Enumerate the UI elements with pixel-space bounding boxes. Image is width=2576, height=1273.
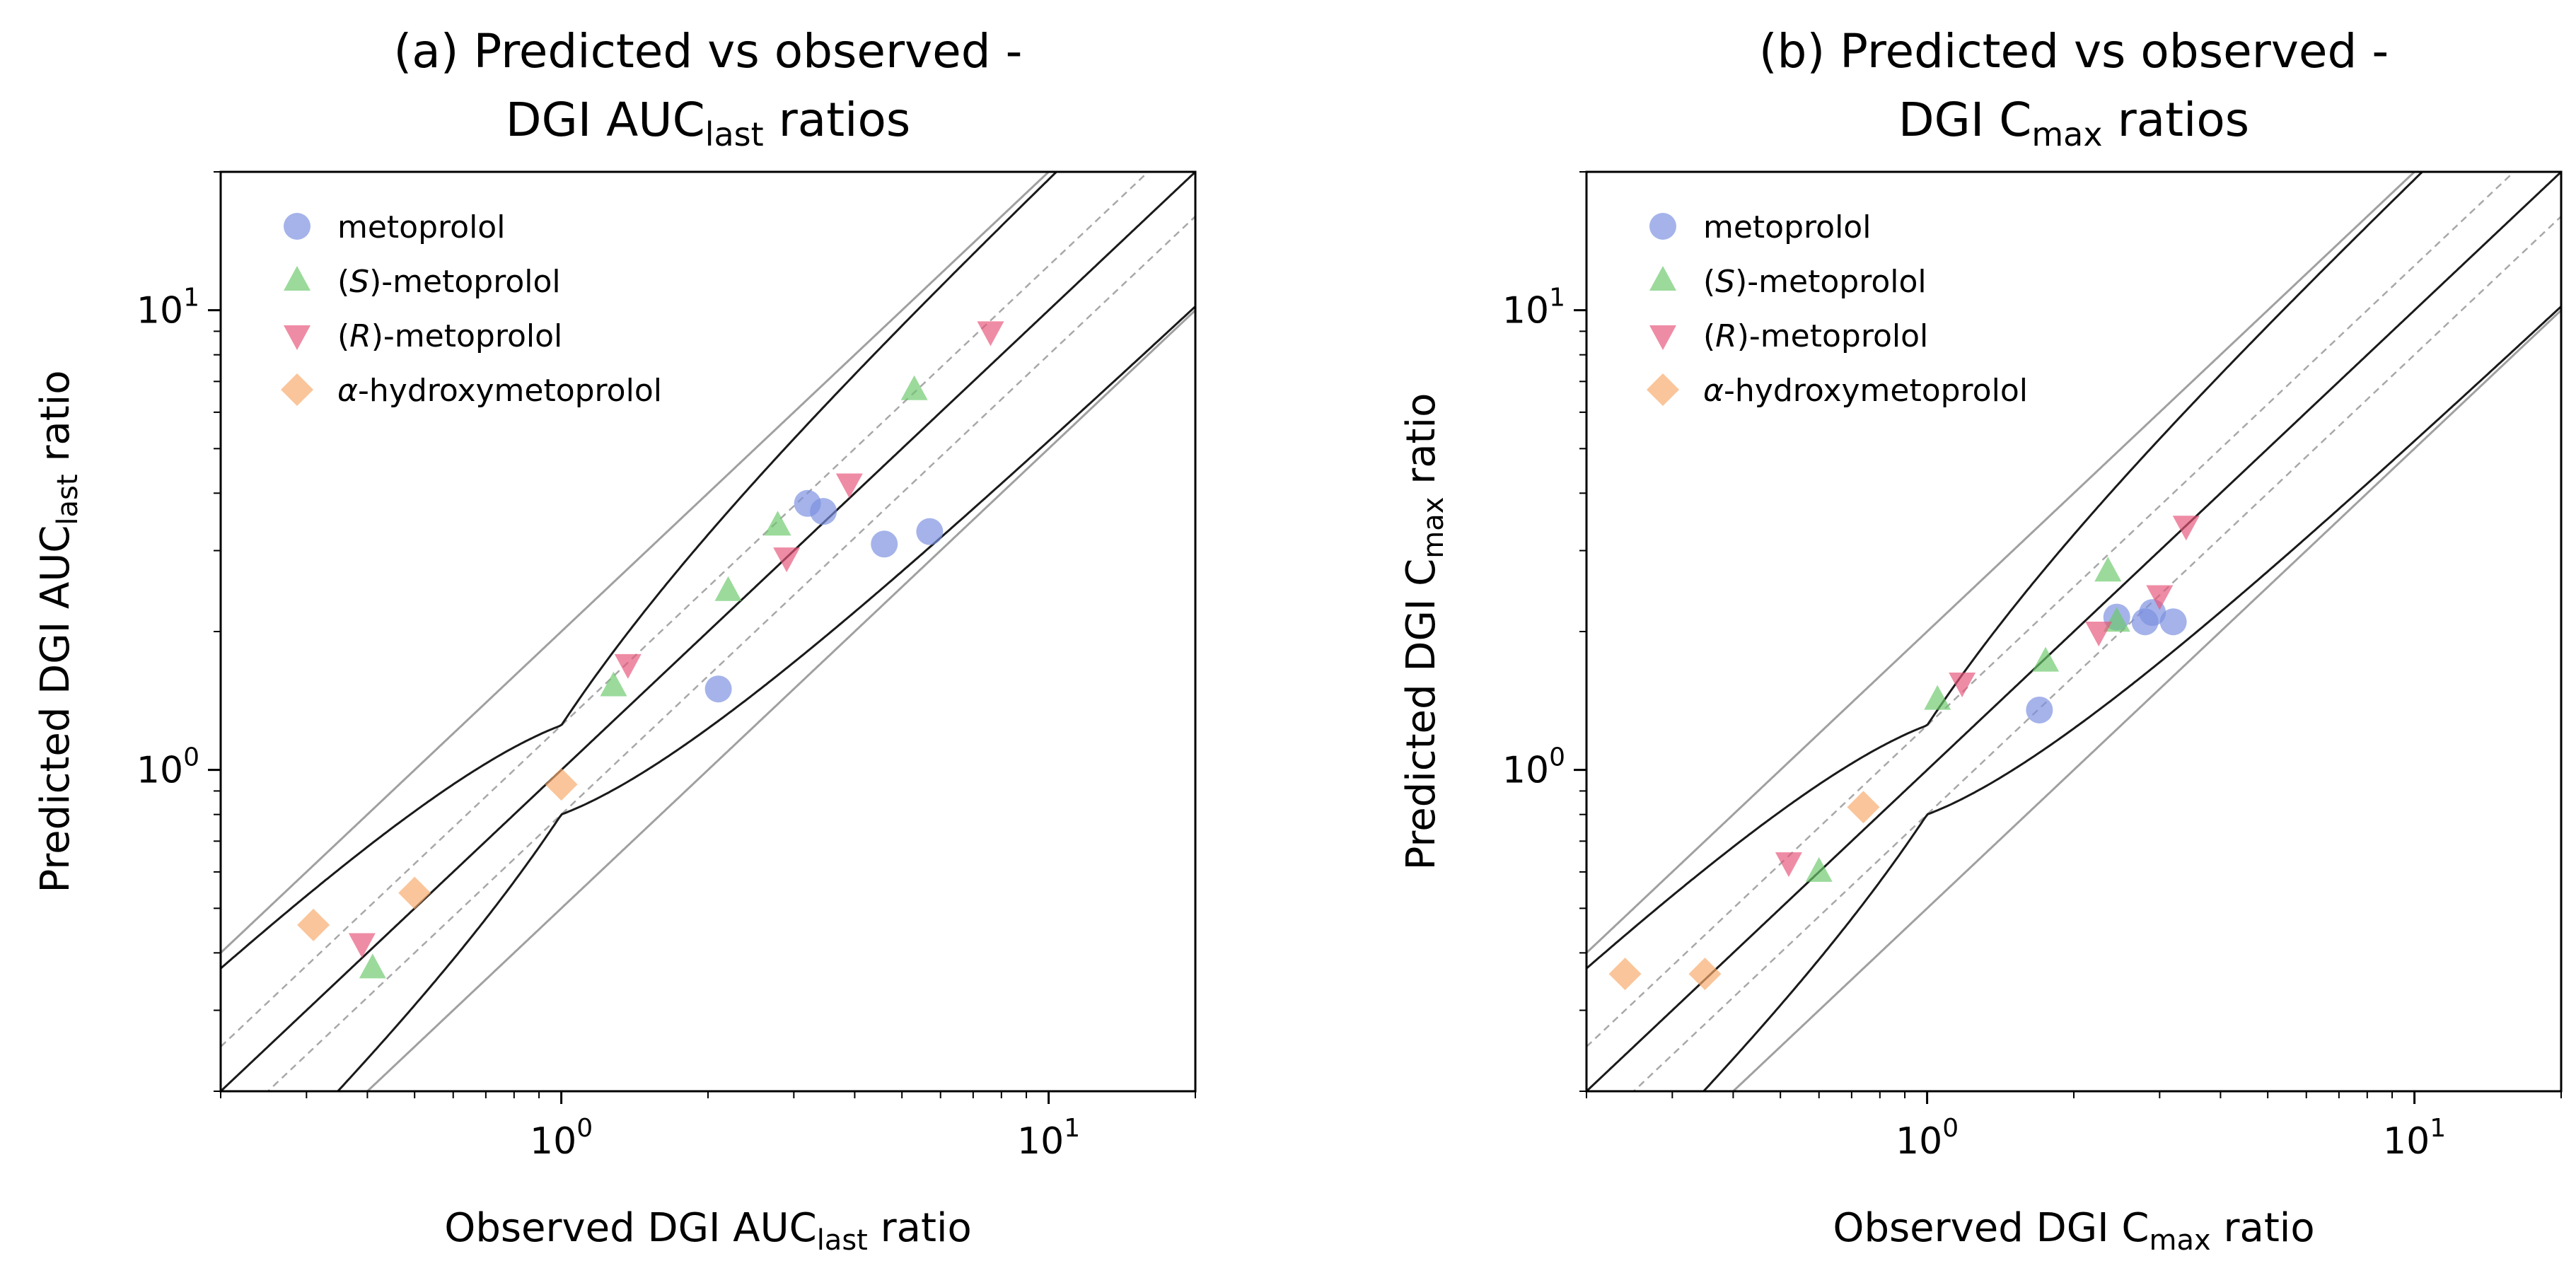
x-tick-label: 101 [1017,1114,1080,1163]
grey-limit-line-0 [366,309,1195,1091]
data-point [977,321,1004,347]
data-point [900,375,928,400]
data-point [810,498,837,525]
data-point [714,576,742,601]
x-axis-label: Observed DGI AUClast ratio [444,1205,972,1257]
legend-marker-1 [1649,266,1676,291]
legend-label-2: (R)-metoprolol [337,318,562,354]
data-point [1805,856,1833,882]
x-axis-label: Observed DGI Cmax ratio [1833,1205,2314,1257]
data-point [835,473,863,499]
legend-marker-1 [284,266,311,291]
data-point [1847,791,1880,824]
dashed-limit-line-1 [221,172,1150,1047]
legend: metoprolol (S)-metoprolol (R)-metoprolol α-… [1647,209,2028,409]
series-2 [1775,516,2200,878]
data-point [916,518,944,545]
y-axis-label: Predicted DGI Cmax ratio [1398,393,1450,871]
legend-label-0: metoprolol [337,209,505,245]
data-point [398,876,431,909]
panel-a: 100 100 101 101 (a) Predicted vs observed - D… [33,24,1197,1257]
y-axis-label: Predicted DGI AUClast ratio [33,371,84,893]
legend-marker-0 [284,213,311,240]
guest-upper-limit [1586,172,2424,970]
guest-lower-limit [1702,306,2561,1091]
chart-title-line-1: (a) Predicted vs observed - [394,24,1023,79]
chart-title-line-1: (b) Predicted vs observed - [1759,24,2389,79]
data-point [297,908,330,941]
y-tick-label: 101 [1502,284,1565,332]
chart-title-line-2: DGI Cmax ratios [1898,93,2249,153]
data-point [1608,958,1642,991]
chart-title-line-2: DGI AUClast ratios [506,93,910,153]
data-point [704,675,732,703]
plot-area [1586,172,2561,1091]
y-tick-label: 101 [137,284,199,332]
series-1 [1805,557,2130,882]
data-point [2146,585,2174,610]
legend-marker-3 [1647,373,1679,406]
series-3 [1608,791,1880,991]
data-point [614,653,642,679]
legend-marker-2 [1649,325,1676,350]
series-0 [704,489,944,703]
grey-limit-line-1 [221,172,1050,954]
series-1 [359,375,928,979]
data-point [1924,685,1951,710]
axis-ticks [208,171,1196,1104]
x-tick-label: 101 [2383,1114,2446,1163]
data-point [773,547,801,573]
data-point [871,530,898,558]
plot-area [221,172,1195,1091]
legend-label-0: metoprolol [1703,209,1871,245]
legend-marker-3 [281,373,313,406]
data-point [2159,608,2187,636]
dashed-limit-line-0 [266,216,1195,1091]
legend-label-1: (S)-metoprolol [337,264,561,300]
y-tick-label: 100 [1502,743,1565,792]
data-point [545,768,578,801]
panel-b: 100 100 101 101 (b) Predicted vs observed - D… [1398,24,2563,1257]
data-point [2094,557,2122,582]
grey-limit-line-1 [1586,172,2416,954]
data-point [348,933,376,958]
data-point [764,511,791,536]
legend-label-3: α-hydroxymetoprolol [1703,373,2028,409]
data-point [2026,696,2053,723]
data-point [600,671,627,697]
identity-line [221,172,1195,1091]
data-point [1688,958,1722,991]
x-tick-label: 100 [1896,1114,1959,1163]
legend-marker-0 [1649,213,1676,240]
y-tick-label: 100 [137,743,199,792]
data-point [1949,672,1976,697]
dashed-limit-line-0 [1632,216,2561,1091]
legend-label-1: (S)-metoprolol [1703,264,1927,300]
axis-ticks [1574,171,2562,1104]
legend: metoprolol (S)-metoprolol (R)-metoprolol α-… [281,209,662,409]
legend-marker-2 [284,325,311,350]
dashed-limit-line-1 [1586,172,2516,1047]
guest-lower-limit [336,306,1195,1091]
data-point [1775,852,1802,878]
grey-limit-line-0 [1731,309,2561,1091]
series-2 [348,321,1004,958]
legend-label-3: α-hydroxymetoprolol [337,373,662,409]
data-point [359,953,386,979]
guest-upper-limit [221,172,1058,970]
data-point [2032,646,2060,672]
legend-label-2: (R)-metoprolol [1703,318,1928,354]
identity-line [1586,172,2561,1091]
x-tick-label: 100 [530,1114,593,1163]
data-point [2085,622,2113,646]
series-3 [297,768,578,941]
data-point [2172,516,2200,541]
